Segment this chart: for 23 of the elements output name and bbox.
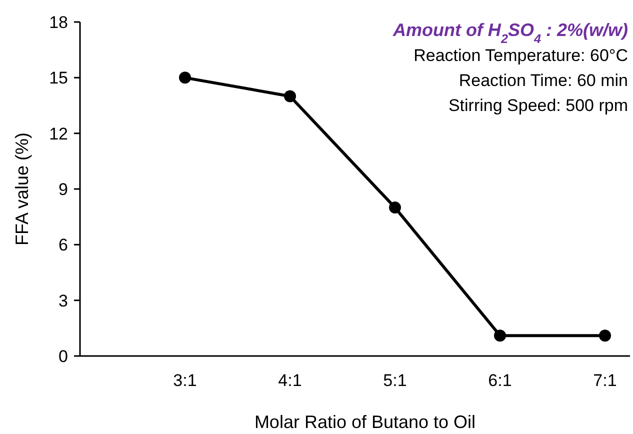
y-tick-label: 6 (58, 236, 68, 255)
x-tick-label: 5:1 (383, 371, 407, 390)
x-tick-label: 3:1 (173, 371, 197, 390)
y-tick-label: 18 (49, 12, 68, 32)
point (599, 330, 611, 342)
point (494, 330, 506, 342)
y-tick-label: 3 (58, 291, 68, 310)
x-axis-title: Molar Ratio of Butano to Oil (254, 412, 476, 432)
annotation: Amount of H$_{2}$SO$_{4}$ : 2%(w/w) (392, 20, 628, 46)
x-tick-label: 6:1 (488, 371, 512, 390)
y-tick-label: 0 (58, 346, 68, 366)
annotation: Reaction Temperature: 60°C (414, 46, 628, 65)
x-tick-label: 4:1 (278, 371, 302, 390)
annotation: Reaction Time: 60 min (458, 71, 628, 90)
y-tick-label: 12 (49, 124, 68, 144)
y-tick-label: 15 (49, 68, 68, 88)
y-tick-label: 9 (58, 180, 68, 199)
point (284, 90, 296, 102)
point (179, 72, 191, 84)
x-tick-label: 7:1 (593, 371, 617, 390)
y-axis-title: FFA value (%) (12, 132, 32, 246)
annotation: Stirring Speed: 500 rpm (448, 96, 628, 115)
point (389, 202, 401, 214)
